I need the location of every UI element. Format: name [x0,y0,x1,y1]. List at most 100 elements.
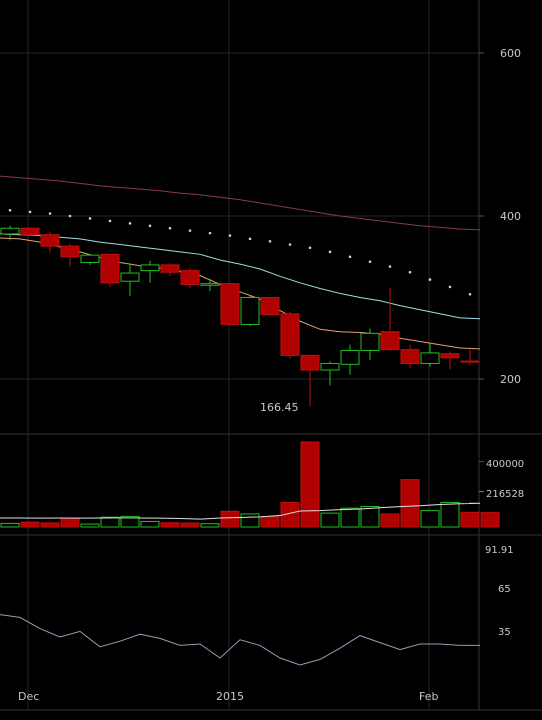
candle-body [360,332,380,351]
moving-average-lines [0,175,481,350]
volume-bar [380,513,400,528]
moving-average-line [0,237,481,350]
indicator-tick-35: 35 [498,627,511,638]
sar-dot [448,285,452,289]
indicator-axis-labels: 91.91 65 35 [485,545,514,638]
sar-dot [128,222,132,225]
candle-body [220,283,240,325]
sar-dot [68,214,72,218]
candle-body [200,283,220,286]
x-tick-dec: Dec [18,690,39,703]
candle[interactable] [320,361,340,386]
candle[interactable] [100,253,120,287]
sar-dot [328,250,332,254]
candle[interactable] [40,232,60,253]
candle[interactable] [240,295,260,327]
price-candles[interactable] [0,225,480,407]
volume-bar [240,513,260,528]
candle-body [0,227,20,235]
sar-dot [288,243,292,246]
candle[interactable] [180,268,200,288]
sar-dot [368,260,372,263]
sar-dot [428,278,432,281]
candle[interactable] [420,343,440,367]
candle[interactable] [460,349,480,366]
candle[interactable] [340,344,360,375]
candle-body [60,245,80,258]
candle-body [440,353,460,359]
candle-body [240,297,260,325]
volume-bar [300,441,320,528]
indicator-tick-65: 65 [498,584,511,595]
sar-dot [108,219,112,223]
volume-bar [460,511,480,528]
candle[interactable] [260,297,280,316]
candle[interactable] [160,263,180,277]
sar-dot [308,246,312,250]
x-tick-2015: 2015 [216,690,244,703]
sar-dot [28,210,32,214]
candle[interactable] [380,287,400,352]
volume-bar [420,510,440,528]
candle-body [380,331,400,351]
moving-average-line [0,233,481,320]
candle-body [140,264,160,272]
volume-axis-labels: 400000 216528 [486,459,524,500]
candle[interactable] [360,328,380,361]
candle-body [20,227,40,236]
volume-bar [100,516,120,528]
indicator-tick-max: 91.91 [485,545,514,556]
candle[interactable] [60,243,80,267]
candle-body [160,264,180,273]
candle[interactable] [300,354,320,407]
volume-bar [40,522,60,528]
volume-bar [120,515,140,528]
candle[interactable] [80,254,100,265]
volume-average-line [0,461,484,520]
candle[interactable] [440,351,460,370]
volume-tick-400000: 400000 [486,459,524,470]
volume-bar [280,501,300,528]
candle[interactable] [0,225,20,241]
candle[interactable] [140,260,160,283]
candle[interactable] [200,278,220,291]
candle-body [280,313,300,356]
candle[interactable] [120,263,140,296]
volume-bar [440,501,460,528]
volume-bar [340,507,360,528]
volume-bars[interactable] [0,441,500,528]
candle[interactable] [20,227,40,237]
price-axis-labels: 200 400 600 [500,47,521,386]
low-price-annotation: 166.45 [260,401,299,414]
volume-bar [360,506,380,528]
volume-bar [480,512,500,528]
candle-body [320,363,340,371]
indicator-line [0,614,480,666]
candle-body [100,253,120,284]
sar-dot [188,229,192,232]
volume-tick-current: 216528 [486,489,524,500]
sar-dot [388,265,392,268]
price-tick-label: 200 [500,373,521,386]
candle[interactable] [400,344,420,369]
parabolic-sar-dots [8,208,472,296]
volume-bar [20,521,40,528]
sar-dot [228,234,232,237]
candle-body [460,360,480,363]
price-tick-label: 400 [500,210,521,223]
price-tick-label: 600 [500,47,521,60]
sar-dot [268,239,272,243]
candle-body [180,270,200,285]
candle[interactable] [280,311,300,359]
sar-dot [348,255,352,259]
candle-body [420,352,440,365]
sar-dot [148,224,152,228]
volume-bar [260,516,280,528]
volume-bar [180,522,200,528]
volume-bar [320,512,340,528]
x-tick-feb: Feb [419,690,438,703]
candle[interactable] [220,282,240,327]
candle-body [400,349,420,365]
sar-dot [408,270,412,274]
